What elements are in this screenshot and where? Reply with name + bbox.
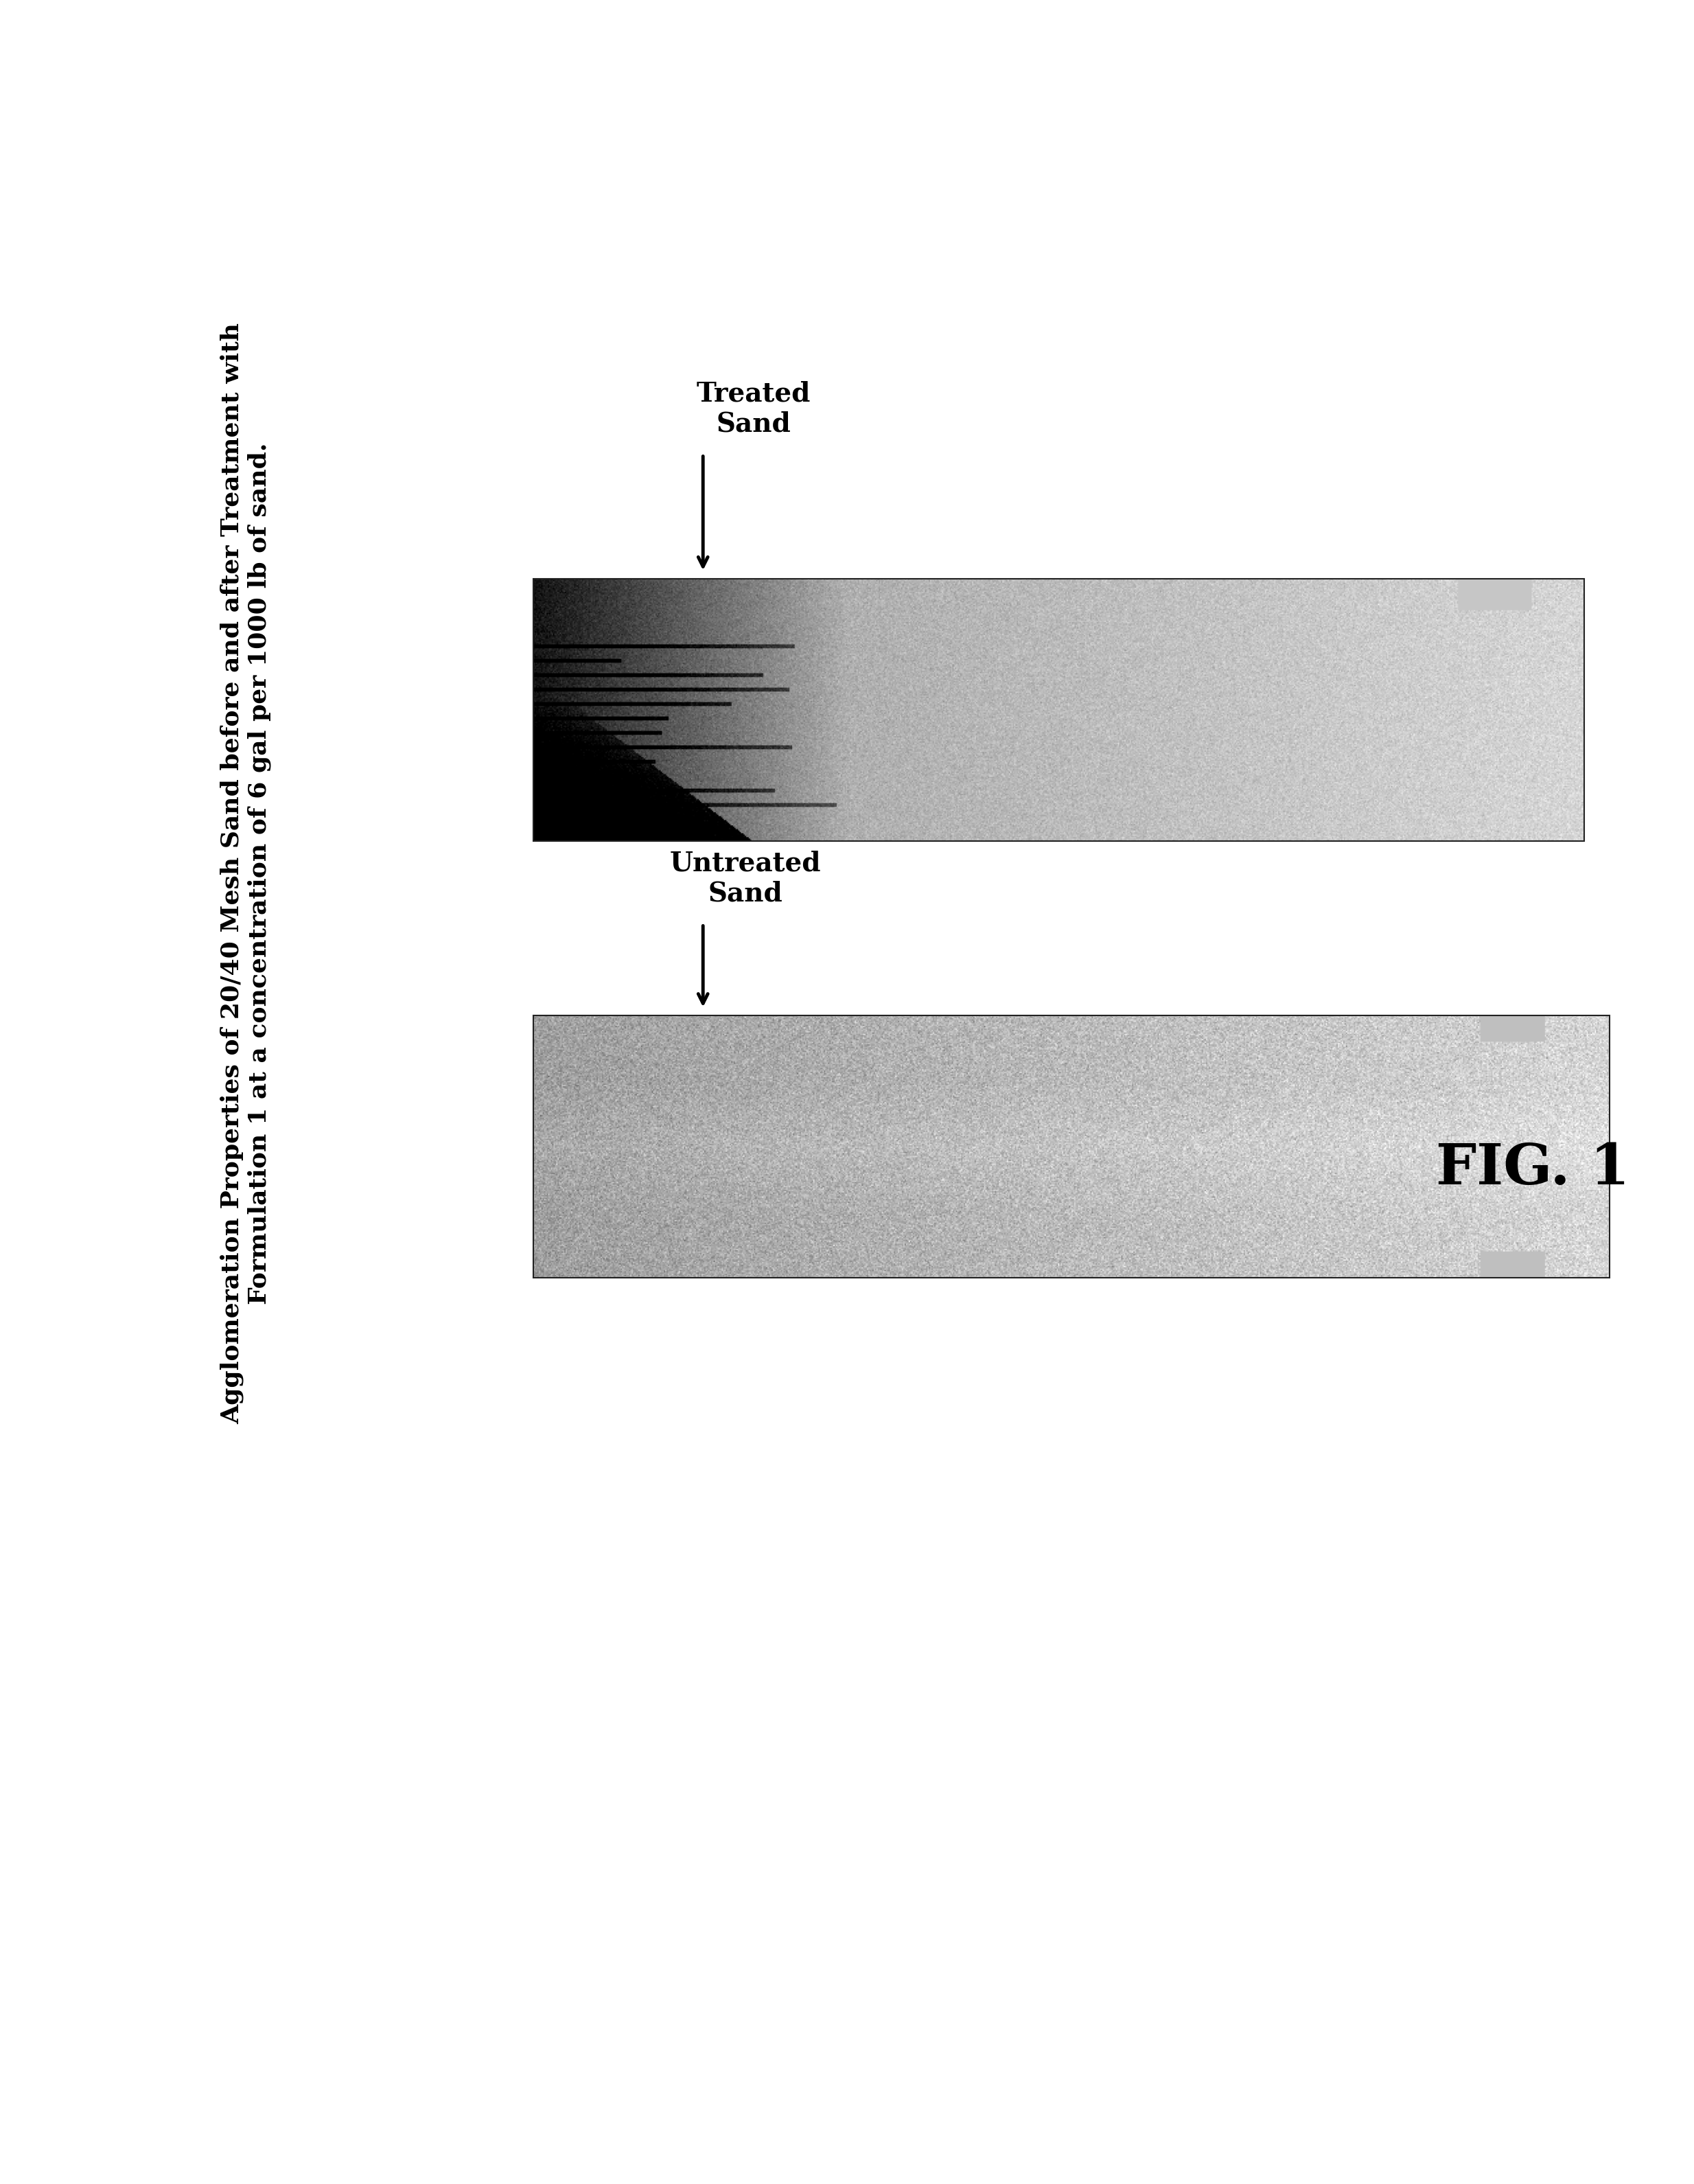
Text: Agglomeration Properties of 20/40 Mesh Sand before and after Treatment with
Form: Agglomeration Properties of 20/40 Mesh S… <box>220 323 271 1424</box>
Text: FIG. 1: FIG. 1 <box>1437 1140 1630 1197</box>
Text: Untreated
Sand: Untreated Sand <box>669 850 822 906</box>
Text: Treated
Sand: Treated Sand <box>696 380 811 437</box>
Bar <box>534 579 1584 841</box>
Bar <box>534 1016 1609 1278</box>
